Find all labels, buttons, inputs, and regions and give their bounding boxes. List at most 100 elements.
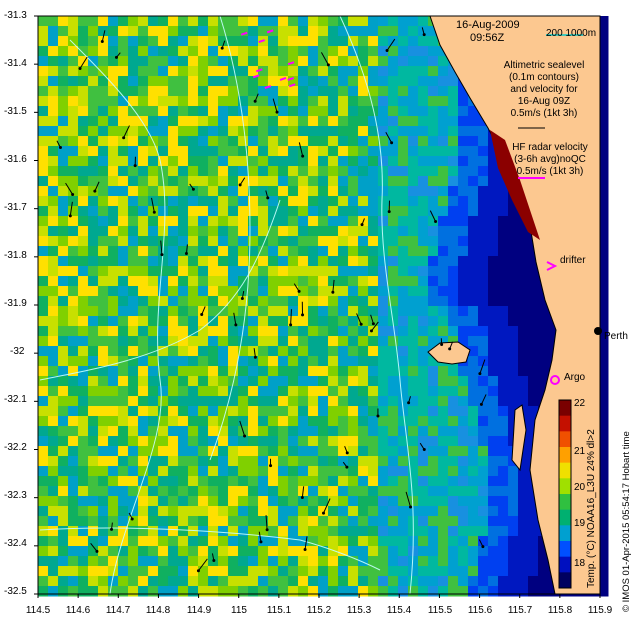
y-tick-label: -32.5 [4,586,27,597]
velocity-arrow [90,543,98,552]
velocity-origin [133,164,137,168]
argo-marker [550,375,560,385]
velocity-origin [345,465,349,469]
x-tick-label: 115.9 [587,605,613,616]
velocity-origin [369,329,373,333]
velocity-arrow [258,531,262,543]
velocity-origin [110,527,114,531]
velocity-origin [122,136,126,140]
velocity-origin [191,187,195,191]
colorbar-tick-label: 22 [574,398,586,409]
colorbar-segment [559,556,571,573]
velocity-arrow [386,38,396,51]
credit-text: © IMOS 01-Apr-2015 05:54:17 Hobart time [621,431,632,612]
hf-radar-line-1: HF radar velocity [512,142,588,153]
contour-line [39,199,281,381]
radar-vector [266,29,274,34]
velocity-arrow [298,142,304,157]
velocity-origin [234,323,238,327]
velocity-origin [152,210,156,214]
hf-radar-line-3: 0.5m/s (1kt 3h) [516,166,584,177]
x-tick-label: 114.9 [186,605,212,616]
velocity-arrow [123,125,130,138]
velocity-origin [345,451,349,455]
y-tick-label: -32.2 [4,442,27,453]
velocity-origin [184,252,188,256]
velocity-origin [422,448,426,452]
contour-line [69,39,166,595]
velocity-origin [407,401,411,405]
velocity-arrow [69,201,73,216]
radar-vector [287,76,295,81]
velocity-origin [220,46,224,50]
colorbar-frame [558,399,572,589]
colorbar-tick-label: 20 [574,482,586,493]
y-tick-label: -31.9 [4,298,27,309]
coastline [427,15,602,595]
y-tick-label: -31.7 [4,202,27,213]
perth-label: Perth [604,331,628,342]
y-tick-label: -31.5 [4,106,27,117]
colorbar [558,399,572,589]
velocity-arrow [405,491,411,508]
velocity-arrow [253,348,256,358]
velocity-arrow [151,197,155,213]
velocity-origin [266,196,270,200]
velocity-origin [409,505,413,509]
x-tick-label: 114.7 [105,605,131,616]
x-tick-label: 115.3 [346,605,372,616]
colorbar-title: Temp. (°C) NOAA16_L3U 24% dl>2 [586,429,597,588]
velocity-origin [160,253,164,257]
radar-vector [252,74,260,79]
y-tick-label: -31.3 [4,10,27,21]
velocity-arrow [356,313,362,325]
velocity-origin [95,549,99,553]
y-tick-label: -31.4 [4,58,27,69]
colorbar-tick-label: 19 [574,518,586,529]
velocity-arrow [304,536,308,550]
colorbar-segment [559,541,571,558]
altimetry-legend: Altimetric sealevel (0.1m contours) and … [496,60,592,120]
land-mass [429,15,601,595]
x-tick-label: 115.8 [547,605,573,616]
radar-vector [287,61,295,66]
velocity-arrow [239,420,246,437]
y-tick-label: -32 [10,346,25,357]
velocity-origin [58,146,62,150]
velocity-origin [387,210,391,214]
velocity-origin [301,313,305,317]
radar-vector [264,85,272,90]
perth-marker [594,327,602,335]
velocity-origin [253,355,257,359]
velocity-origin [297,289,301,293]
colorbar-segment [559,415,571,432]
x-tick-label: 115.5 [427,605,453,616]
velocity-origin [78,66,82,70]
velocity-arrow [320,52,329,66]
sealevel-contours [39,15,414,595]
altimetry-line-1: Altimetric sealevel [503,60,585,71]
altimetry-line-4: 16-Aug 09Z [517,96,571,107]
colorbar-segment [559,509,571,526]
colorbar-segment [559,431,571,448]
date-label: 16-Aug-2009 [456,19,520,31]
garden-island [511,404,527,472]
axis-ticks [34,15,601,598]
velocity-origin [200,313,204,317]
time-label: 09:56Z [470,32,505,44]
velocity-origin [243,434,247,438]
velocity-origin [196,569,200,573]
velocity-origin [114,55,118,59]
x-tick-label: 115.6 [467,605,493,616]
contour-line [209,15,251,461]
velocity-origin [253,99,257,103]
colorbar-segment [559,400,571,417]
velocity-arrow [233,312,237,325]
velocity-arrow [371,321,379,332]
velocity-origin [68,214,72,218]
velocity-origin [322,511,326,515]
x-tick-label: 114.8 [145,605,171,616]
hf-radar-legend: HF radar velocity (3-6h avg)noQC 0.5m/s … [504,142,596,178]
radar-vector [255,68,263,73]
velocity-arrow [265,515,268,530]
